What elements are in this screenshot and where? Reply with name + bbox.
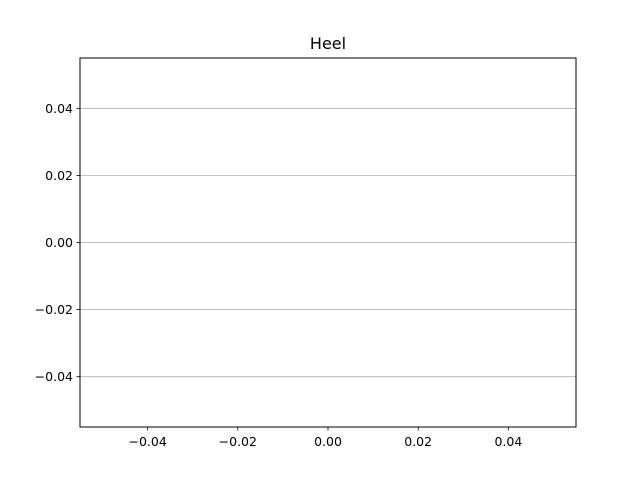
- x-tick-label: 0.04: [494, 434, 522, 449]
- x-tick-labels: −0.04 −0.02 0.00 0.02 0.04: [128, 434, 522, 449]
- plot-area-frame: [79, 57, 577, 428]
- y-tick-label: 0.00: [45, 235, 73, 250]
- y-tick-label: −0.04: [35, 369, 73, 384]
- y-tick-label: −0.02: [35, 302, 73, 317]
- y-tick-label: 0.04: [45, 101, 73, 116]
- x-tick-label: −0.02: [219, 434, 257, 449]
- x-tick-label: −0.04: [128, 434, 166, 449]
- y-tick-labels: 0.04 0.02 0.00 −0.02 −0.04: [35, 101, 73, 384]
- y-tick-label: 0.02: [45, 168, 73, 183]
- x-tick-label: 0.00: [314, 434, 342, 449]
- x-tick-label: 0.02: [404, 434, 432, 449]
- chart-title: Heel: [310, 34, 346, 53]
- grid-lines: [80, 107, 576, 378]
- axis-ticks: [76, 107, 509, 431]
